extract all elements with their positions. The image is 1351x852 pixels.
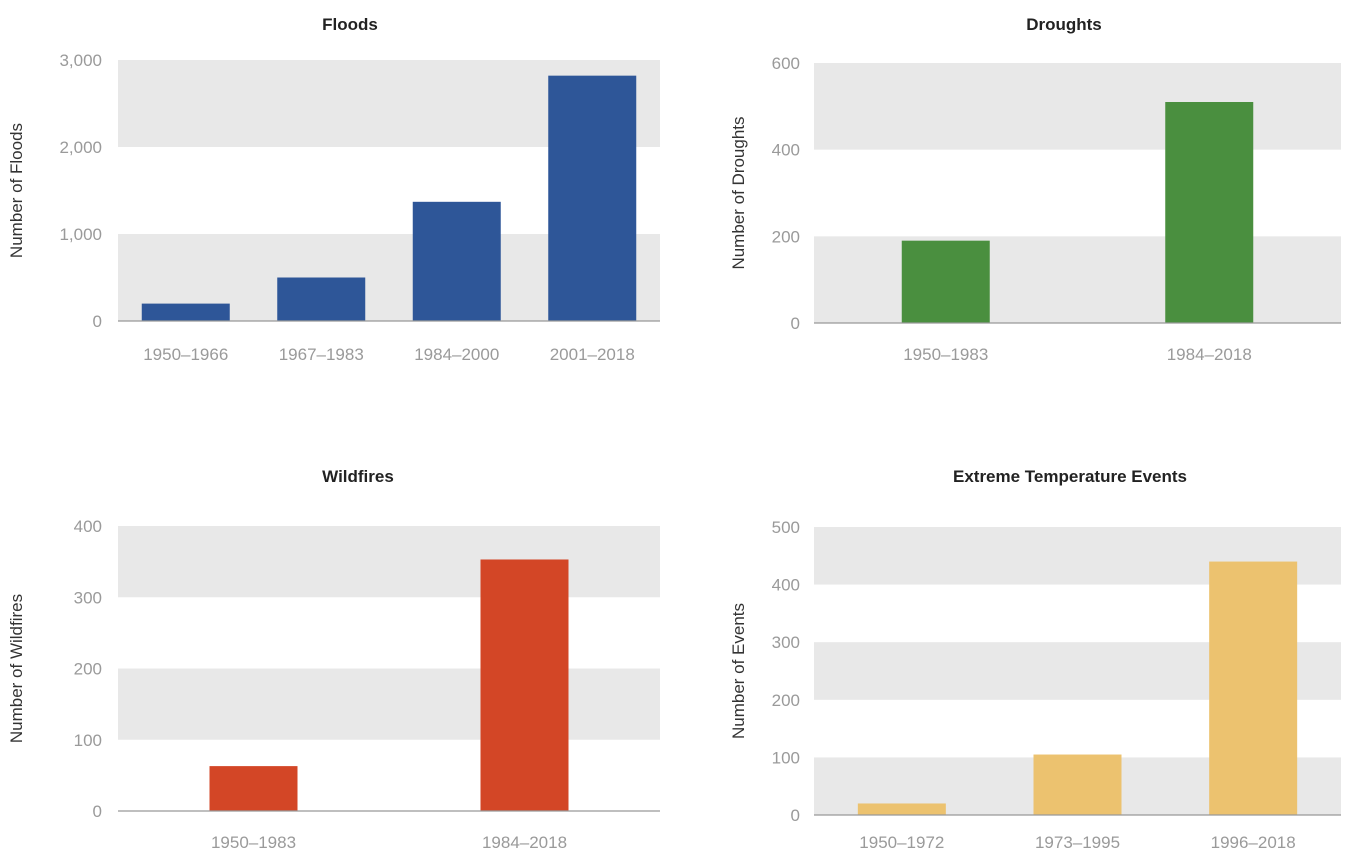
y-tick-label: 400 — [772, 576, 800, 595]
chart-title: Extreme Temperature Events — [953, 467, 1187, 486]
bar-1950-1983 — [901, 240, 990, 323]
y-tick-label: 300 — [772, 633, 800, 652]
bar-1984-2000 — [412, 201, 501, 321]
bar-1950-1983 — [209, 766, 298, 811]
y-tick-label: 200 — [772, 227, 800, 246]
y-tick-label: 2,000 — [59, 138, 102, 157]
x-tick-label: 1996–2018 — [1211, 833, 1296, 852]
y-tick-label: 0 — [791, 806, 800, 825]
x-tick-label: 1950–1966 — [143, 345, 228, 364]
grid-band — [118, 526, 660, 598]
x-tick-label: 1967–1983 — [279, 345, 364, 364]
y-tick-label: 400 — [772, 141, 800, 160]
bar-1984-2018 — [480, 559, 569, 811]
y-tick-label: 0 — [791, 314, 800, 333]
y-tick-label: 100 — [74, 731, 102, 750]
x-tick-label: 2001–2018 — [550, 345, 635, 364]
bar-1950-1966 — [141, 303, 230, 321]
chart-title: Floods — [322, 15, 378, 34]
bar-1973-1995 — [1033, 754, 1122, 815]
y-axis-label: Number of Events — [729, 603, 748, 739]
bar-1996-2018 — [1209, 561, 1298, 815]
bar-1984-2018 — [1165, 102, 1254, 323]
bar-2001-2018 — [548, 75, 637, 321]
x-tick-label: 1950–1983 — [211, 833, 296, 852]
y-tick-label: 100 — [772, 748, 800, 767]
y-tick-label: 3,000 — [59, 51, 102, 70]
y-axis-label: Number of Wildfires — [7, 594, 26, 743]
x-tick-label: 1984–2018 — [1167, 345, 1252, 364]
y-tick-label: 200 — [772, 691, 800, 710]
y-axis-label: Number of Droughts — [729, 116, 748, 269]
y-tick-label: 0 — [93, 802, 102, 821]
y-tick-label: 1,000 — [59, 225, 102, 244]
x-tick-label: 1950–1983 — [903, 345, 988, 364]
x-tick-label: 1984–2018 — [482, 833, 567, 852]
bar-1967-1983 — [277, 277, 366, 321]
y-tick-label: 0 — [93, 312, 102, 331]
y-tick-label: 400 — [74, 517, 102, 536]
bar-1950-1972 — [857, 803, 946, 815]
y-axis-label: Number of Floods — [7, 123, 26, 258]
y-tick-label: 300 — [74, 588, 102, 607]
x-tick-label: 1984–2000 — [414, 345, 499, 364]
y-tick-label: 500 — [772, 518, 800, 537]
chart-title: Droughts — [1026, 15, 1102, 34]
x-tick-label: 1950–1972 — [859, 833, 944, 852]
x-tick-label: 1973–1995 — [1035, 833, 1120, 852]
grid-band — [118, 668, 660, 740]
y-tick-label: 600 — [772, 54, 800, 73]
y-tick-label: 200 — [74, 660, 102, 679]
chart-title: Wildfires — [322, 467, 394, 486]
